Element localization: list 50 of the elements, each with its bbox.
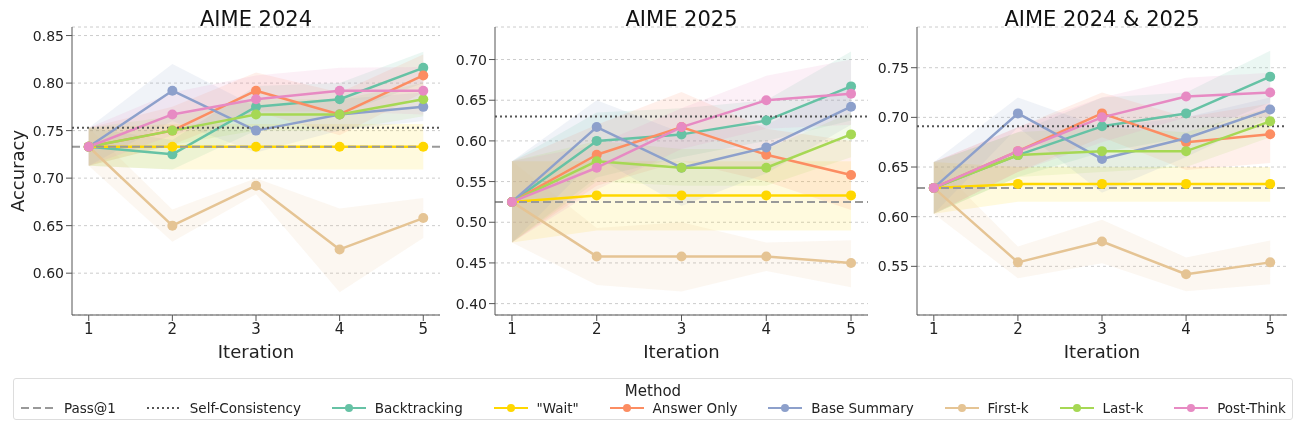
x-tick-label: 5 [418,319,429,338]
y-tick-label: 0.45 [455,254,487,271]
legend-title: Method [623,382,683,400]
x-axis-title: Iteration [1063,341,1141,362]
y-tick-label: 0.50 [455,214,487,231]
legend-label: Last-k [1102,400,1144,416]
y-tick-label: 0.60 [32,265,64,282]
y-tick-label: 0.70 [32,170,64,187]
x-tick-label: 3 [1097,319,1107,338]
y-tick-label: 0.60 [455,132,487,149]
y-tick-label: 0.85 [32,27,64,44]
legend-label: Post-Think [1217,400,1286,416]
x-tick-label: 2 [591,319,602,338]
x-axis-title: Iteration [643,341,720,362]
x-tick-label: 4 [761,319,772,338]
x-tick-label: 4 [334,319,345,338]
y-tick-label: 0.60 [877,208,909,225]
chart-title: AIME 2024 & 2025 [1003,7,1201,31]
y-tick-label: 0.40 [455,295,487,312]
y-axis-title: Accuracy [7,129,29,213]
y-tick-label: 0.65 [455,92,487,109]
x-tick-label: 2 [167,319,178,338]
x-tick-label: 1 [507,319,517,338]
x-tick-label: 3 [676,319,687,338]
legend-label: Base Summary [811,400,914,416]
legend-label: "Wait" [536,400,579,416]
x-tick-label: 4 [1181,319,1191,338]
y-tick-label: 0.75 [877,59,909,76]
y-tick-label: 0.80 [32,75,64,92]
x-tick-label: 5 [846,319,856,338]
x-tick-label: 3 [251,319,261,338]
y-tick-label: 0.70 [877,109,909,126]
legend-label: Pass@1 [64,400,116,416]
x-tick-label: 5 [1265,319,1275,338]
y-tick-label: 0.75 [32,122,64,139]
y-tick-label: 0.70 [455,51,487,68]
x-axis-title: Iteration [217,341,295,362]
chart-title: AIME 2024 [198,7,314,31]
legend-label: Answer Only [652,400,738,416]
x-tick-label: 2 [1013,319,1023,338]
y-tick-label: 0.55 [877,258,909,275]
y-tick-label: 0.55 [455,173,487,190]
x-tick-label: 1 [83,319,94,338]
x-tick-label: 1 [929,319,939,338]
y-tick-label: 0.65 [877,159,909,175]
y-tick-label: 0.65 [32,217,64,234]
chart-title: AIME 2025 [624,7,739,31]
legend-label: Backtracking [374,400,463,416]
legend-label: Self-Consistency [189,400,301,416]
legend-label: First-k [987,400,1029,416]
